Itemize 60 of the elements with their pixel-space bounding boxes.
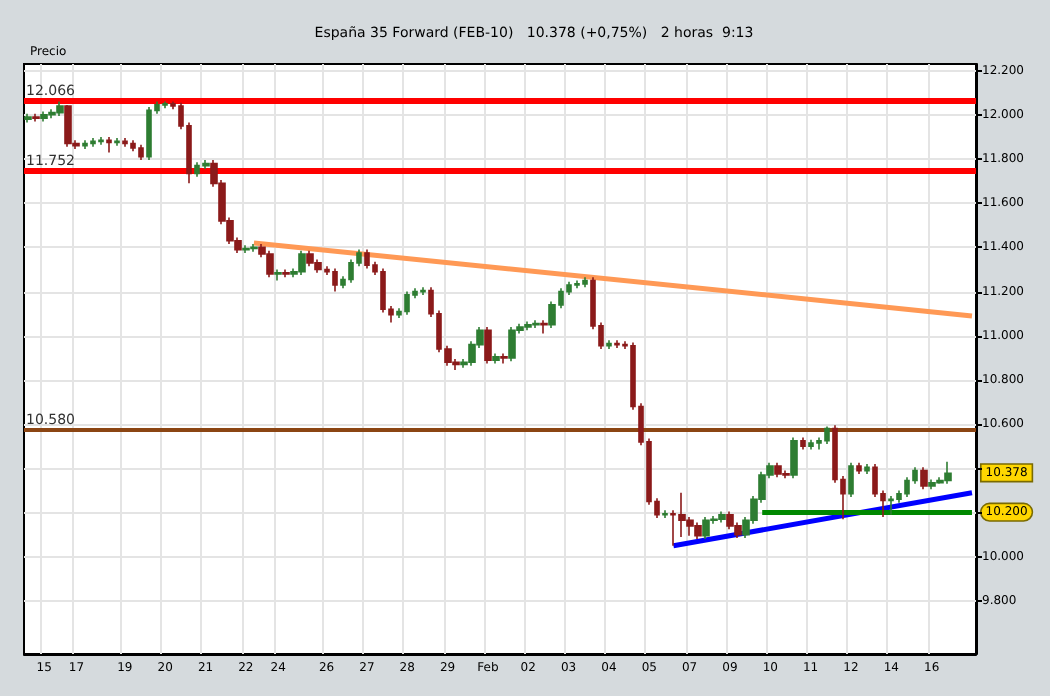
candlestick	[40, 110, 48, 123]
candlestick	[332, 267, 338, 293]
candlestick	[130, 139, 136, 153]
candlestick	[306, 249, 314, 267]
candlestick	[146, 106, 152, 161]
candlestick	[508, 326, 516, 363]
candlestick	[606, 339, 612, 350]
candlestick	[944, 460, 952, 485]
candlestick	[242, 244, 250, 254]
candlestick	[274, 268, 282, 282]
candlestick	[56, 100, 64, 117]
candlestick	[364, 248, 370, 270]
candlestick	[808, 438, 814, 451]
candlestick	[348, 258, 354, 284]
candlestick	[32, 112, 40, 123]
candlestick	[420, 286, 426, 296]
candlestick	[582, 276, 588, 288]
candlestick	[614, 339, 620, 349]
candlestick	[298, 249, 306, 276]
candlestick	[250, 243, 258, 253]
candlestick	[574, 279, 580, 290]
candlestick	[824, 425, 830, 445]
candlestick	[314, 258, 322, 274]
candlestick	[678, 491, 686, 538]
candlestick	[106, 136, 112, 154]
candlestick	[122, 137, 128, 148]
candlestick	[800, 436, 806, 451]
candlestick	[48, 108, 56, 119]
candlestick	[928, 478, 936, 491]
candlestick	[202, 159, 210, 170]
candlestick	[532, 319, 540, 329]
candlestick	[98, 136, 104, 146]
candlestick	[266, 249, 274, 279]
candlestick	[114, 137, 120, 147]
candlestick	[404, 290, 410, 316]
candlestick	[82, 139, 88, 150]
candlestick	[484, 326, 492, 365]
candlestick	[726, 510, 734, 530]
candlestick	[282, 268, 290, 279]
candlestick	[492, 352, 500, 365]
candlestick	[138, 143, 144, 161]
candlestick	[848, 462, 854, 498]
candlestick	[782, 469, 790, 480]
candlestick	[718, 510, 726, 524]
candlestick	[540, 319, 548, 335]
candlestick	[24, 112, 32, 124]
candlestick	[774, 462, 782, 479]
candlestick	[790, 436, 798, 480]
candlestick	[524, 320, 532, 332]
candlestick	[500, 352, 508, 365]
candlestick	[864, 463, 870, 475]
candlestick	[64, 104, 72, 148]
candlestick	[856, 462, 862, 475]
candlestick	[702, 516, 710, 540]
candlestick	[694, 521, 702, 540]
candlestick	[90, 137, 96, 148]
candlestick	[162, 100, 168, 109]
candlestick	[662, 509, 668, 519]
candlestick	[920, 466, 928, 491]
candlestick	[888, 495, 894, 516]
